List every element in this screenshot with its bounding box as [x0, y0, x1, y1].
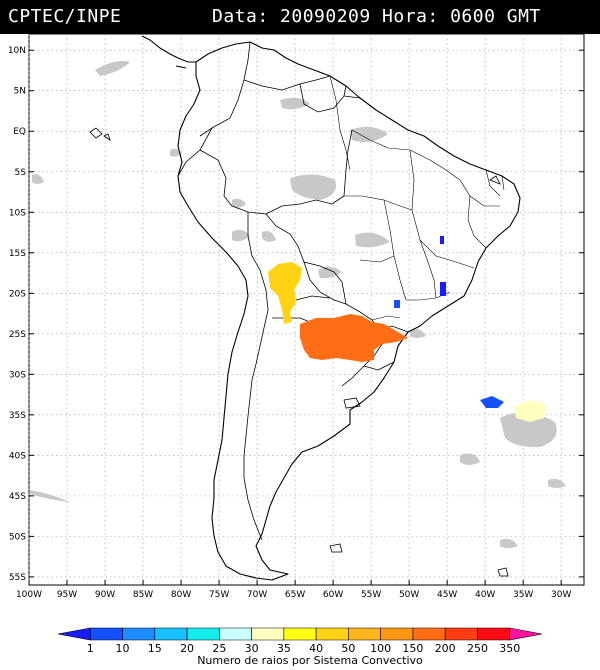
south-america-outline — [177, 41, 521, 581]
colorbar-segment — [477, 627, 511, 641]
colorbar-segment — [412, 627, 446, 641]
datetime-label: Data: 20090209 Hora: 0600 GMT — [212, 6, 541, 27]
central-america-outline — [141, 35, 196, 69]
lat-tick-label: 15S — [9, 249, 26, 259]
colorbar-segment — [283, 627, 317, 641]
lat-tick-label: 50S — [9, 532, 26, 542]
flash-region-orange — [300, 314, 408, 362]
flash-region-yellow — [268, 262, 302, 324]
colorbar-segment — [154, 627, 188, 641]
colorbar-segment — [380, 627, 414, 641]
colorbar-label: 1 — [87, 642, 94, 655]
flash-region-blue-4 — [480, 396, 504, 408]
cloud-areas — [30, 61, 566, 548]
colorbar-label: 20 — [180, 642, 194, 655]
colorbar-label: 100 — [370, 642, 391, 655]
lat-tick-label: 20S — [9, 289, 26, 299]
colorbar-label: 10 — [116, 642, 130, 655]
colorbar-segment — [186, 627, 220, 641]
flash-region-blue-2 — [440, 282, 446, 296]
lon-tick-label: 30W — [551, 590, 571, 600]
lat-tick-label: 45S — [9, 492, 26, 502]
colorbar-label: 150 — [402, 642, 423, 655]
colorbar-segment — [348, 627, 381, 641]
flash-region-blue-3 — [394, 300, 400, 308]
title-bar: CPTEC/INPE Data: 20090209 Hora: 0600 GMT — [0, 0, 600, 34]
lat-tick-label: 5N — [14, 87, 26, 97]
colorbar-label: 35 — [277, 642, 291, 655]
source-label: CPTEC/INPE — [8, 6, 122, 27]
lon-tick-label: 60W — [323, 590, 343, 600]
state-borders — [329, 75, 505, 321]
colorbar-label: 50 — [341, 642, 355, 655]
colorbar-label: 350 — [499, 642, 520, 655]
lon-tick-label: 85W — [133, 590, 153, 600]
map-frame — [28, 33, 585, 586]
map-area — [28, 33, 585, 586]
lon-tick-label: 75W — [209, 590, 229, 600]
lon-tick-label: 90W — [95, 590, 115, 600]
colorbar-label: 200 — [435, 642, 456, 655]
islands — [89, 127, 509, 577]
colorbar-segment — [251, 627, 285, 641]
lat-tick-label: 35S — [9, 411, 26, 421]
colorbar-label: 40 — [309, 642, 323, 655]
lightning-regions — [268, 236, 546, 422]
lat-tick-label: 40S — [9, 451, 26, 461]
colorbar-segment — [509, 627, 543, 641]
colorbar-label: 250 — [467, 642, 488, 655]
colorbar-label: 25 — [212, 642, 226, 655]
lon-tick-label: 80W — [171, 590, 191, 600]
lat-tick-label: 10S — [9, 208, 26, 218]
lat-tick-label: 25S — [9, 330, 26, 340]
lat-tick-label: 30S — [9, 370, 26, 380]
lat-tick-label: 5S — [15, 168, 27, 178]
colorbar-segment — [122, 627, 156, 641]
colorbar-segment — [89, 627, 123, 641]
colorbar-segment — [219, 627, 252, 641]
colorbar: 1 10 15 20 25 30 35 40 50 100 150 200 250 350 — [57, 627, 543, 655]
flash-region-blue-1 — [440, 236, 444, 244]
lat-tick-label: 55S — [9, 573, 26, 583]
lon-tick-label: 45W — [437, 590, 457, 600]
colorbar-segment — [444, 627, 478, 641]
colorbar-segment — [315, 627, 349, 641]
lon-tick-label: 95W — [57, 590, 77, 600]
lon-tick-label: 50W — [399, 590, 419, 600]
lon-tick-label: 35W — [513, 590, 533, 600]
lon-tick-label: 70W — [247, 590, 267, 600]
lon-tick-label: 55W — [361, 590, 381, 600]
gridlines — [28, 34, 584, 585]
colorbar-title: Numero de raios por Sistema Convectivo — [197, 654, 423, 667]
colorbar-label: 15 — [148, 642, 162, 655]
lat-tick-label: 10N — [8, 46, 26, 56]
colorbar-segment — [57, 627, 91, 641]
lon-tick-label: 40W — [475, 590, 495, 600]
lon-tick-label: 100W — [16, 590, 42, 600]
longitude-ticks: 100W 95W 90W 85W 80W 75W 70W 65W 60W 55W 50W 45W 40W… — [16, 580, 571, 600]
flash-region-pale — [514, 400, 546, 422]
colorbar-label: 30 — [245, 642, 259, 655]
lon-tick-label: 65W — [285, 590, 305, 600]
lat-tick-label: EQ — [13, 127, 26, 137]
latitude-ticks: 10N 5N EQ 5S 10S 15S 20S 25S 30S 35S 40S 45S 50S 55S — [8, 46, 584, 583]
